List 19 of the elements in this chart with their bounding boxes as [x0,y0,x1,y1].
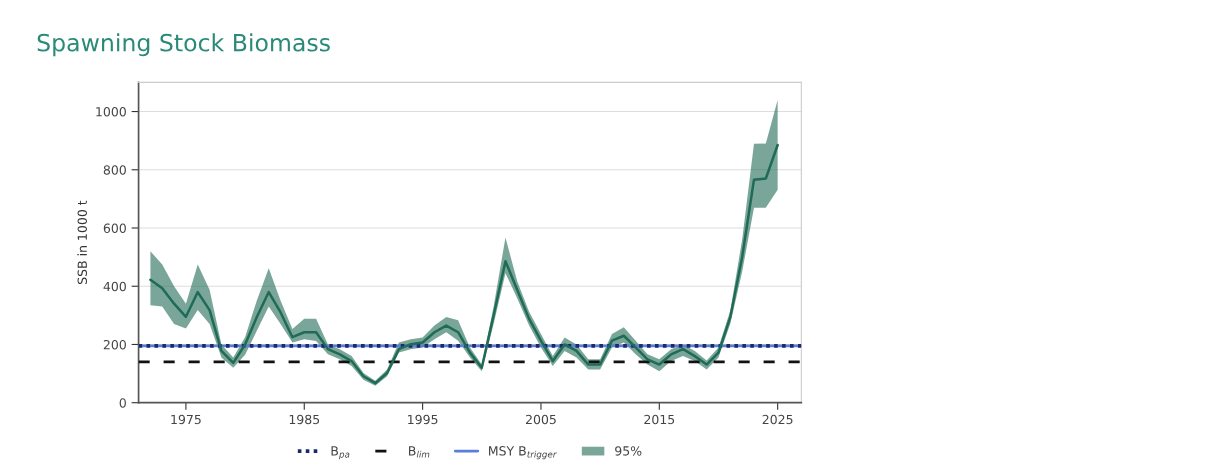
legend-label: 95% [615,446,642,456]
x-tick-label: 2025 [762,414,793,425]
line-series [149,143,779,385]
legend-label: B$_{pa}$ [331,446,350,460]
x-tick-label: 1975 [171,414,201,425]
x-tick-label: 1985 [289,414,320,425]
x-tick-label: 1995 [408,414,438,425]
y-tick-label: 400 [103,281,126,292]
chart-title: Spawning Stock Biomass [37,33,330,57]
y-tick-label: 200 [103,339,126,350]
y-tick-label: 800 [103,165,126,175]
y-axis-title: SSB in 1000 t [77,200,87,284]
legend-label: B$_{lim}$ [409,446,430,458]
legend-label: MSY B$_{trigger}$ [489,446,557,460]
y-tick-label: 1000 [96,107,126,117]
y-tick-label: 600 [103,223,126,233]
y-tick-label: 0 [119,398,126,408]
x-tick-label: 2005 [525,414,556,425]
x-tick-label: 2015 [644,414,675,425]
